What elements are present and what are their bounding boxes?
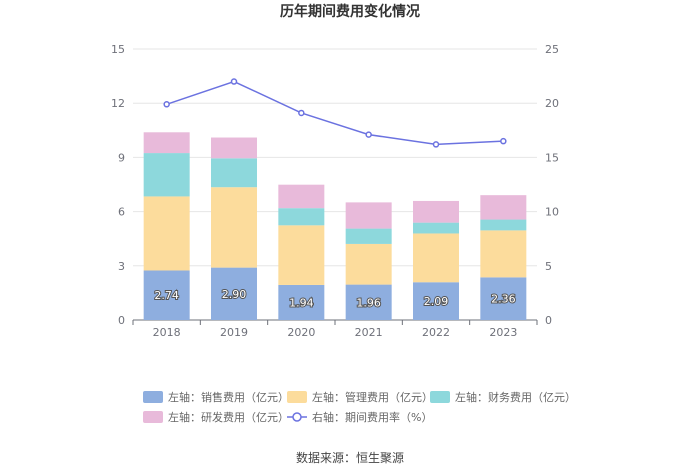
- bar-data-label: 2.09: [424, 295, 449, 308]
- bar-segment-4: [413, 200, 459, 223]
- legend-label: 左轴：财务费用（亿元）: [455, 390, 576, 404]
- bar-data-label: 2.36: [491, 293, 516, 306]
- bar-segment-1: [278, 284, 325, 320]
- bar-segment-4: [480, 195, 527, 220]
- bar-segment-3: [278, 208, 325, 226]
- bar-segment-2: [143, 196, 190, 271]
- left-axis-tick-label: 15: [111, 43, 125, 56]
- line-point: [500, 137, 507, 145]
- legend-swatch: [143, 391, 163, 403]
- bar-labels: 2.74 2.90 1.94 1.96 2.09 2.36: [153, 287, 516, 311]
- x-axis-tick-label: 2020: [287, 326, 315, 339]
- bar-segment-4: [345, 202, 392, 229]
- right-axis-tick-label: 10: [545, 206, 559, 219]
- line-point: [432, 141, 440, 148]
- line-series: [163, 78, 507, 148]
- right-axis-tick-label: 0: [545, 314, 552, 327]
- bar-segment-3: [345, 228, 392, 244]
- line-point: [230, 78, 238, 85]
- bar-data-label: 1.94: [289, 296, 314, 309]
- bar-segment-1: [345, 284, 392, 320]
- legend-label: 左轴：管理费用（亿元）: [312, 390, 433, 404]
- bar-segment-3: [211, 158, 257, 188]
- bar-segment-3: [143, 153, 190, 197]
- bar-segment-2: [211, 187, 257, 268]
- bar-data-label: 1.96: [356, 296, 381, 309]
- axes: 0 3 6 9 12 15 0 5 10 15 20 25 2018 2019 2020 2021 2022 20…: [111, 43, 559, 339]
- x-axis-tick-label: 2019: [220, 326, 248, 339]
- line-point: [298, 109, 305, 117]
- bars: [143, 132, 527, 320]
- right-axis-tick-label: 15: [545, 151, 559, 164]
- line-path: [166, 80, 504, 146]
- right-axis-tick-label: 5: [545, 260, 552, 273]
- right-axis-tick-label: 20: [545, 97, 559, 110]
- bar-segment-1: [413, 282, 459, 320]
- left-axis-tick-label: 6: [118, 206, 125, 219]
- bar-segment-2: [413, 233, 459, 283]
- legend-swatch-marker: [292, 412, 302, 422]
- left-axis-tick-label: 3: [118, 260, 125, 273]
- left-axis-tick-label: 0: [118, 314, 125, 327]
- x-axis-tick-label: 2021: [355, 326, 383, 339]
- x-axis-tick-label: 2018: [153, 326, 181, 339]
- legend-swatch: [430, 391, 450, 403]
- legend-label: 左轴：研发费用（亿元）: [168, 410, 289, 424]
- bar-segment-3: [413, 222, 459, 234]
- left-axis-tick-label: 9: [118, 151, 125, 164]
- bar-data-label: 2.74: [154, 289, 179, 302]
- line-point: [163, 101, 170, 108]
- legend-swatch: [287, 391, 307, 403]
- legend: 左轴：销售费用（亿元） 左轴：管理费用（亿元） 左轴：财务费用（亿元） 左轴：研发费用…: [143, 390, 576, 424]
- bar-segment-4: [211, 137, 257, 159]
- legend-label: 左轴：销售费用（亿元）: [168, 390, 289, 404]
- bar-segment-2: [345, 243, 392, 285]
- grid: [133, 48, 537, 267]
- bar-segment-1: [480, 277, 527, 320]
- bar-segment-2: [480, 230, 527, 278]
- bar-segment-2: [278, 225, 325, 285]
- right-axis-tick-label: 25: [545, 43, 559, 56]
- source-note: 数据来源：恒生聚源: [296, 450, 404, 465]
- bar-data-label: 2.90: [222, 288, 247, 301]
- bar-segment-1: [143, 270, 190, 320]
- line-point: [365, 131, 372, 138]
- left-axis-tick-label: 12: [111, 97, 125, 110]
- legend-label: 右轴：期间费用率（%）: [312, 410, 432, 424]
- bar-segment-4: [278, 184, 325, 209]
- chart-title: 历年期间费用变化情况: [280, 3, 420, 20]
- legend-swatch: [143, 411, 163, 423]
- x-axis-tick-label: 2023: [489, 326, 517, 339]
- x-axis-tick-label: 2022: [422, 326, 450, 339]
- bar-segment-1: [211, 267, 257, 320]
- bar-segment-3: [480, 219, 527, 231]
- bar-segment-4: [143, 132, 190, 154]
